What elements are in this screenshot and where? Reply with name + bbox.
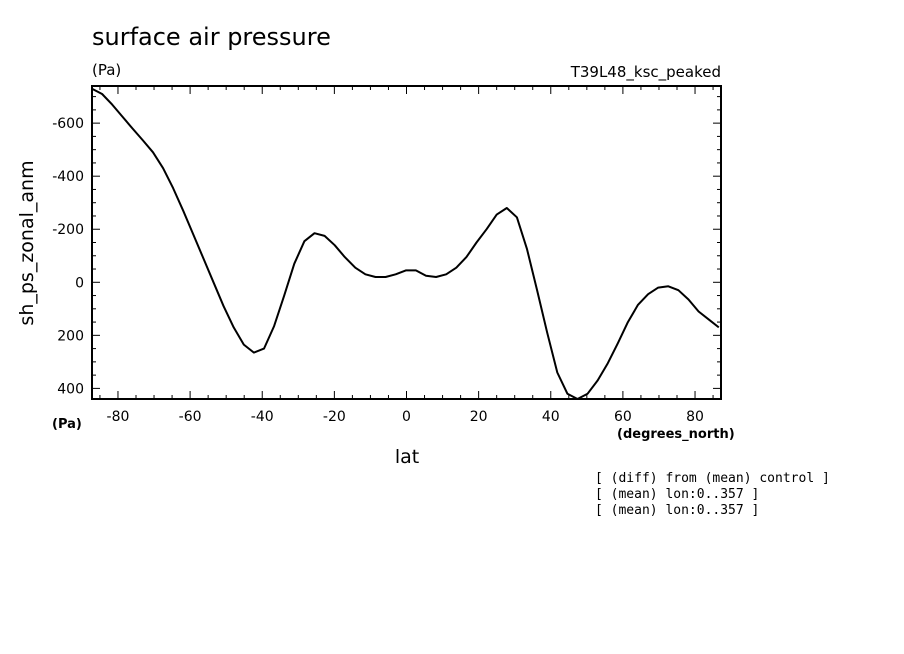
footnote-3: [ (mean) lon:0..357 ] bbox=[595, 503, 759, 518]
axis-ticks bbox=[92, 86, 721, 399]
x-tick-label: 20 bbox=[470, 409, 488, 425]
x-tick-label: 80 bbox=[686, 409, 704, 425]
y-tick-label: -200 bbox=[52, 222, 84, 238]
y-tick-labels: -600 -400 -200 0 200 400 bbox=[52, 116, 84, 397]
x-tick-label: -60 bbox=[179, 409, 202, 425]
x-tick-label: -80 bbox=[107, 409, 130, 425]
footnote-2: [ (mean) lon:0..357 ] bbox=[595, 487, 759, 502]
y-axis-units: (Pa) bbox=[52, 417, 82, 432]
y-tick-label: 0 bbox=[75, 275, 84, 291]
x-axis-units: (degrees_north) bbox=[617, 427, 735, 442]
y-tick-label: 400 bbox=[57, 381, 84, 397]
chart-title: surface air pressure bbox=[92, 23, 331, 51]
x-tick-label: 40 bbox=[542, 409, 560, 425]
footnote-1: [ (diff) from (mean) control ] bbox=[595, 471, 830, 486]
x-axis-label: lat bbox=[395, 446, 419, 468]
plot-frame bbox=[91, 85, 722, 400]
y-tick-label: -400 bbox=[52, 169, 84, 185]
x-tick-label: 0 bbox=[402, 409, 411, 425]
experiment-label: T39L48_ksc_peaked bbox=[570, 63, 721, 82]
x-tick-label: -20 bbox=[323, 409, 346, 425]
y-axis-label: sh_ps_zonal_anm bbox=[16, 160, 38, 325]
chart-units: (Pa) bbox=[92, 61, 121, 79]
x-tick-label: 60 bbox=[614, 409, 632, 425]
data-line bbox=[91, 87, 720, 400]
y-tick-label: -600 bbox=[52, 116, 84, 132]
x-tick-label: -40 bbox=[251, 409, 274, 425]
x-tick-labels: -80 -60 -40 -20 0 20 40 60 80 bbox=[107, 409, 704, 425]
y-tick-label: 200 bbox=[57, 328, 84, 344]
